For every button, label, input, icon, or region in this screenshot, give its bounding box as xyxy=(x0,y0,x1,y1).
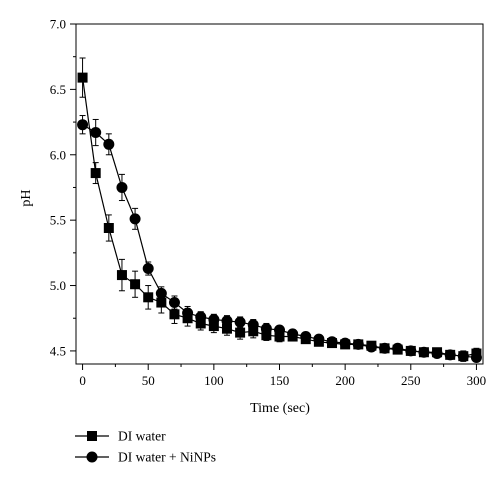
data-point-circle xyxy=(247,319,259,331)
data-point-circle xyxy=(116,181,128,193)
data-point-circle xyxy=(274,324,285,336)
data-point-square xyxy=(169,309,180,320)
data-point-circle xyxy=(418,346,430,358)
data-point-circle xyxy=(300,331,312,343)
data-point-circle xyxy=(352,338,364,350)
data-point-circle xyxy=(77,119,89,131)
legend: DI water DI water + NiNPs xyxy=(75,429,216,465)
series-line xyxy=(82,77,477,357)
y-tick-label: 5.0 xyxy=(50,278,66,293)
legend-marker-circle xyxy=(86,451,98,463)
data-point-circle xyxy=(182,307,194,319)
series-square xyxy=(77,57,482,362)
data-point-square xyxy=(90,168,101,179)
x-axis-label: Time (sec) xyxy=(250,401,310,416)
y-tick-label: 7.0 xyxy=(50,17,66,32)
data-point-circle xyxy=(221,315,233,327)
data-point-circle xyxy=(379,342,391,354)
data-point-circle xyxy=(365,341,377,353)
data-point-circle xyxy=(260,323,272,335)
data-point-square xyxy=(143,292,154,303)
data-point-circle xyxy=(405,345,417,357)
legend-label: DI water xyxy=(118,429,166,444)
series-line xyxy=(82,124,477,359)
data-point-square xyxy=(116,270,127,281)
legend-marker-square xyxy=(87,431,97,441)
data-point-square xyxy=(208,321,219,332)
data-point-circle xyxy=(339,337,351,349)
x-tick-label: 300 xyxy=(467,373,487,388)
data-point-square xyxy=(156,297,167,308)
data-point-circle xyxy=(208,314,220,326)
axes: 0 50 100 150 200 250 300 4.5 5.0 5.5 6.0 6.5 7.0 xyxy=(50,17,486,389)
y-tick-label: 5.5 xyxy=(50,213,66,228)
x-tick-label: 50 xyxy=(142,373,155,388)
y-tick-label: 6.0 xyxy=(50,147,66,162)
data-point-circle xyxy=(195,311,207,323)
data-point-circle xyxy=(392,342,404,354)
data-point-circle xyxy=(155,287,167,299)
data-point-square xyxy=(77,72,88,83)
data-point-square xyxy=(130,279,141,290)
plot-border xyxy=(75,23,484,365)
legend-label: DI water + NiNPs xyxy=(118,450,216,465)
data-point-circle xyxy=(142,263,154,275)
data-point-circle xyxy=(129,213,141,225)
data-point-square xyxy=(235,327,246,338)
data-point-circle xyxy=(234,316,246,328)
data-point-circle xyxy=(168,297,180,309)
plot-frame xyxy=(75,23,484,365)
x-tick-label: 0 xyxy=(79,373,86,388)
x-tick-label: 200 xyxy=(335,373,355,388)
series-layer xyxy=(77,57,482,363)
y-axis-label: pH xyxy=(19,189,34,206)
x-tick-label: 100 xyxy=(204,373,224,388)
data-point-circle xyxy=(470,351,482,363)
data-point-circle xyxy=(103,138,115,150)
y-tick-label: 6.5 xyxy=(50,82,66,97)
data-point-square xyxy=(195,318,206,329)
data-point-circle xyxy=(313,333,325,345)
x-tick-label: 150 xyxy=(270,373,290,388)
data-point-square xyxy=(261,330,272,341)
data-point-circle xyxy=(287,328,299,340)
data-point-circle xyxy=(457,350,469,362)
data-point-square xyxy=(103,223,114,233)
data-point-circle xyxy=(326,336,338,348)
data-point-circle xyxy=(431,348,443,360)
data-point-circle xyxy=(90,127,102,139)
data-point-square xyxy=(248,326,259,337)
data-point-circle xyxy=(444,349,456,361)
series-circle xyxy=(77,115,482,363)
y-tick-label: 4.5 xyxy=(50,343,66,358)
x-tick-label: 250 xyxy=(401,373,421,388)
data-point-square xyxy=(274,331,285,342)
data-point-square xyxy=(221,323,232,334)
